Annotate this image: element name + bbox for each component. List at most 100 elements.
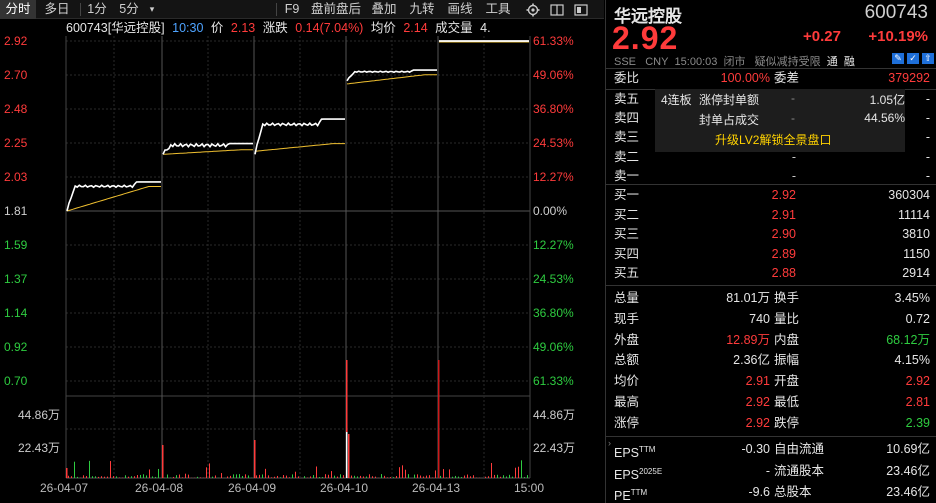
stat-label: 均价 xyxy=(614,374,640,389)
volume-bar xyxy=(245,474,246,478)
financial-label: 自由流通 xyxy=(774,442,825,456)
level-label: 卖一 xyxy=(614,168,640,183)
volume-bar xyxy=(524,477,525,478)
edit-icon[interactable]: ✎ xyxy=(892,53,904,64)
period-dropdown-icon[interactable]: ▾ xyxy=(149,4,155,14)
volume-bar xyxy=(268,475,269,478)
nine-turn-button[interactable]: 九转 xyxy=(409,2,435,16)
volume-bar xyxy=(107,476,108,478)
level-volume: 11114 xyxy=(898,207,930,222)
order-ratio-label: 委比 xyxy=(614,71,640,85)
chart-info-bar: 600743[华远控股] 10:30 价 2.13 涨跌 0.14(7.04%)… xyxy=(66,20,495,36)
chart-grid xyxy=(65,36,531,479)
volume-bar xyxy=(125,475,126,478)
stat-value: 2.39 xyxy=(905,415,930,430)
volume-bar xyxy=(343,475,344,478)
volume-bar xyxy=(248,475,249,478)
expand-arrow-icon[interactable]: › xyxy=(608,438,611,448)
volume-label: 成交量 xyxy=(435,21,473,35)
ask-row[interactable]: 卖二 - - xyxy=(606,148,936,167)
price-line xyxy=(162,142,253,155)
volume-bar xyxy=(435,470,436,478)
percent-tick-label: 49.06% xyxy=(533,340,574,354)
overlay-button[interactable]: 叠加 xyxy=(371,2,397,16)
level-label: 卖四 xyxy=(614,111,640,126)
volume-bar xyxy=(325,474,326,478)
volume-bar xyxy=(518,466,519,478)
volume-bar xyxy=(140,474,141,478)
exchange: SSE xyxy=(614,56,637,68)
divider xyxy=(80,3,81,16)
divider xyxy=(606,68,936,69)
stat-label: 换手 xyxy=(774,291,800,305)
volume-bar xyxy=(170,477,171,478)
volume-tick-label: 44.86万 xyxy=(18,408,61,422)
level-price: 2.88 xyxy=(771,266,796,280)
volume-bar xyxy=(527,475,528,478)
date-tick-label: 26-04-08 xyxy=(135,481,184,495)
volume-bar xyxy=(77,476,78,478)
volume-bar xyxy=(197,476,198,478)
volume-bar xyxy=(334,475,335,478)
pin-icon[interactable]: ✓ xyxy=(907,53,919,64)
bid-row[interactable]: 买三 2.90 3810 xyxy=(606,225,936,244)
volume-bar xyxy=(363,476,364,478)
volume-bar xyxy=(390,477,391,478)
bid-row[interactable]: 买一 2.92 360304 xyxy=(606,186,936,205)
seal-ratio-value: 44.56% xyxy=(864,111,905,125)
financial-label: 总股本 xyxy=(774,485,812,499)
volume-bar xyxy=(337,476,338,478)
quote-panel: 华远控股 600743 2.92 +0.27 +10.19% SSE CNY 1… xyxy=(605,0,936,503)
volume-bar xyxy=(152,476,153,478)
stock-name: 华远控股 xyxy=(614,7,682,26)
ask-row[interactable]: 卖一 - - xyxy=(606,167,936,186)
bid-row[interactable]: 买五 2.88 2914 xyxy=(606,264,936,283)
split-view-icon[interactable] xyxy=(548,0,566,19)
tab-intraday[interactable]: 分时 xyxy=(0,0,36,19)
level-label: 买二 xyxy=(614,207,640,222)
volume-bar xyxy=(423,476,424,478)
tab-1min[interactable]: 1分 xyxy=(87,2,107,16)
level-volume: - xyxy=(925,168,930,183)
volume-bar xyxy=(254,440,256,478)
price-lines xyxy=(66,40,529,212)
level-volume: 360304 xyxy=(888,188,930,202)
tab-5min[interactable]: 5分 xyxy=(119,2,139,16)
intraday-chart[interactable] xyxy=(0,0,604,503)
price-tick-label: 2.03 xyxy=(4,170,28,184)
level-price: 2.90 xyxy=(771,227,796,241)
volume-bar xyxy=(265,468,266,478)
volume-bar xyxy=(420,475,421,478)
level-label: 买五 xyxy=(614,266,640,280)
bid-row[interactable]: 买四 2.89 1150 xyxy=(606,245,936,264)
volume-bar xyxy=(402,465,403,478)
volume-bar xyxy=(313,475,314,478)
avg-price-line xyxy=(162,149,253,155)
volume-bar xyxy=(449,469,450,478)
percent-tick-label: 36.80% xyxy=(533,306,574,320)
volume-bar xyxy=(473,475,474,478)
market-status: 闭市 xyxy=(723,56,746,68)
settings-icon[interactable] xyxy=(524,0,542,19)
tab-multiday[interactable]: 多日 xyxy=(44,2,70,16)
volume-bar xyxy=(209,463,210,478)
layout-icon[interactable] xyxy=(572,0,590,19)
volume-bar xyxy=(310,476,311,478)
volume-bar xyxy=(405,469,406,478)
stat-value: 68.12万 xyxy=(886,332,930,347)
stat-value: 2.92 xyxy=(905,374,930,389)
percent-tick-label: 0.00% xyxy=(533,204,568,218)
tools-button[interactable]: 工具 xyxy=(485,2,511,16)
upgrade-lv2-link[interactable]: 升级LV2解锁全景盘口 xyxy=(715,133,832,147)
cursor-avg: 2.14 xyxy=(403,21,428,35)
draw-line-button[interactable]: 画线 xyxy=(447,2,473,16)
share-icon[interactable]: ⇧ xyxy=(922,53,934,64)
financial-value: - xyxy=(765,463,770,478)
premarket-button[interactable]: 盘前盘后 xyxy=(310,2,361,16)
volume-bar xyxy=(455,475,456,478)
volume-bar xyxy=(98,476,99,478)
volume-bar xyxy=(387,477,388,478)
volume-bar xyxy=(491,462,492,478)
bid-row[interactable]: 买二 2.91 11114 xyxy=(606,206,936,225)
f9-button[interactable]: F9 xyxy=(284,2,300,16)
